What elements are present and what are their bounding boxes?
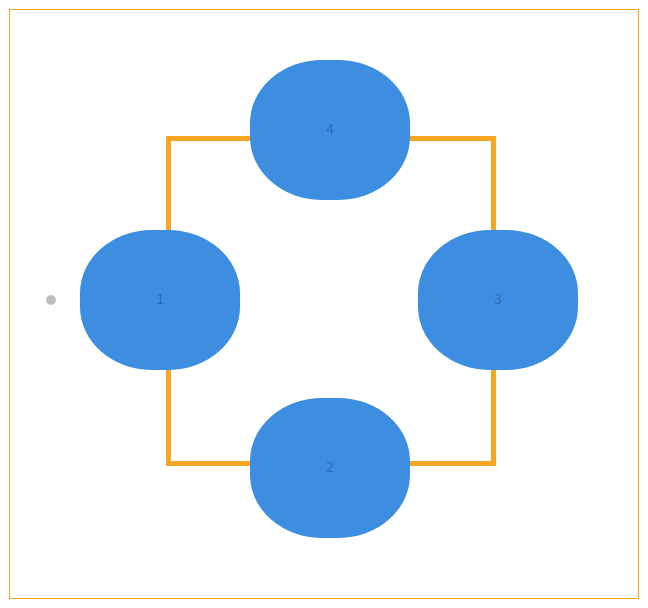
pad-1: 1: [80, 230, 240, 370]
pad-2: 2: [250, 398, 410, 538]
pin1-marker: [46, 295, 56, 305]
pad-4-label: 4: [326, 123, 334, 138]
pad-3-label: 3: [494, 293, 502, 308]
pad-4: 4: [250, 60, 410, 200]
pad-1-label: 1: [156, 293, 164, 308]
pad-2-label: 2: [326, 461, 334, 476]
pad-3: 3: [418, 230, 578, 370]
